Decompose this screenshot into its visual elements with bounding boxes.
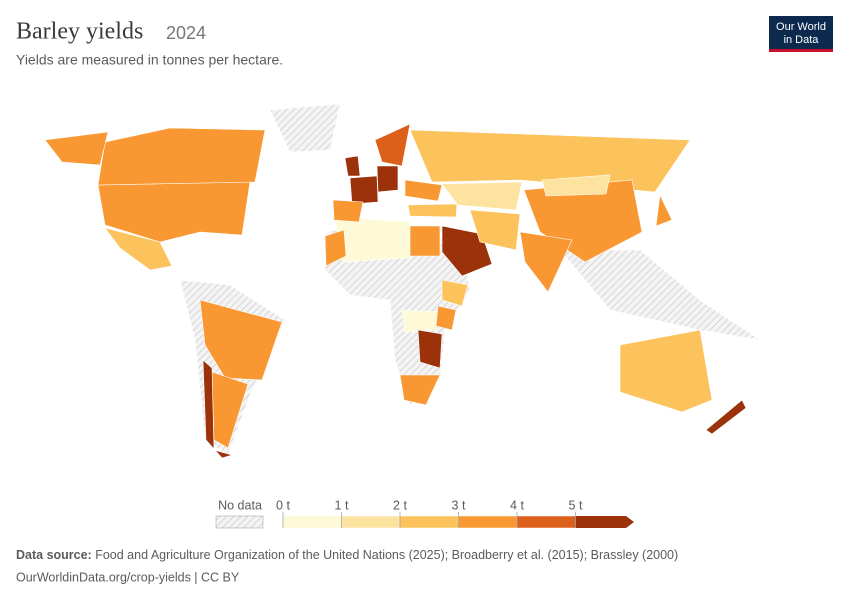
country: [44, 131, 109, 166]
country: [523, 179, 643, 263]
title: Barley yields: [16, 19, 143, 45]
country: [332, 199, 364, 223]
footer: Data source: Food and Agriculture Organi…: [16, 548, 678, 562]
footer-url: OurWorldinData.org/crop-yields | CC BY: [16, 570, 240, 584]
year: 2024: [166, 23, 206, 43]
legend: No data 0 t 1 t 2 t 3 t 4 t 5 t: [215, 498, 634, 529]
source-label: Data source:: [16, 548, 92, 562]
legend-swatch: [516, 515, 576, 529]
logo-text: Our World: [776, 21, 826, 33]
country: [104, 227, 173, 271]
country: [519, 231, 573, 293]
legend-swatch: [341, 515, 401, 529]
legend-no-data-label: No data: [218, 498, 262, 512]
country: [404, 179, 443, 202]
no-data-region: [559, 249, 761, 341]
legend-swatch: [575, 516, 634, 528]
legend-swatch: [282, 515, 342, 529]
country: [334, 216, 411, 263]
country: [441, 279, 469, 307]
logo[interactable]: Our World in Data: [769, 16, 833, 52]
country: [655, 193, 673, 227]
legend-tick-label: 1 t: [335, 498, 349, 512]
legend-tick-label: 5 t: [569, 498, 583, 512]
country: [435, 305, 457, 331]
country: [441, 181, 523, 211]
country: [376, 165, 399, 193]
legend-tick-label: 2 t: [393, 498, 407, 512]
map: [44, 103, 761, 459]
country: [705, 399, 747, 435]
logo-text: in Data: [784, 34, 820, 46]
country: [344, 155, 361, 177]
country: [199, 299, 283, 381]
country: [409, 225, 441, 257]
country: [541, 174, 611, 197]
legend-swatch: [458, 515, 518, 529]
country: [417, 329, 443, 369]
subtitle: Yields are measured in tonnes per hectar…: [16, 52, 283, 68]
legend-tick-label: 0 t: [276, 498, 290, 512]
country: [349, 175, 379, 205]
legend-swatch: [399, 515, 459, 529]
country: [401, 309, 439, 333]
country: [399, 374, 441, 406]
no-data-region: [269, 103, 341, 153]
country: [97, 127, 266, 186]
country: [407, 203, 458, 218]
country: [619, 329, 713, 413]
legend-tick-label: 3 t: [452, 498, 466, 512]
country: [374, 123, 411, 167]
country: [202, 359, 234, 459]
country: [324, 229, 347, 267]
legend-no-data-swatch: [215, 515, 264, 529]
source: Food and Agriculture Organization of the…: [95, 548, 678, 562]
country: [469, 209, 521, 251]
legend-tick-label: 4 t: [510, 498, 524, 512]
